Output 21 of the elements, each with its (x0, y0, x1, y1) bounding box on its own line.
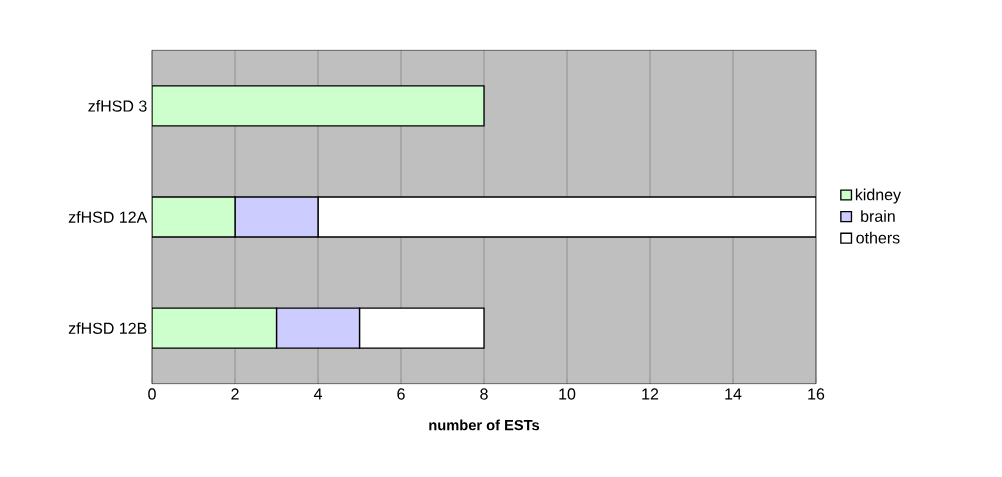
x-tick-label: 12 (642, 388, 659, 400)
x-tick-label: 8 (480, 388, 488, 400)
bar (152, 196, 236, 238)
y-tick-label: zfHSD 12A (68, 211, 148, 223)
x-tick-label: 14 (725, 388, 742, 400)
x-tick-label: 4 (313, 388, 322, 400)
x-tick-label: 0 (148, 388, 156, 400)
x-axis-title: number of ESTs (429, 419, 540, 431)
bar (317, 196, 816, 238)
bar (152, 85, 485, 127)
x-tick-label: 6 (397, 388, 405, 400)
legend-label: kidney (855, 188, 902, 204)
bar (152, 307, 278, 349)
y-tick-label: zfHSD 12B (68, 322, 147, 334)
x-tick-label: 10 (559, 388, 576, 400)
bar (358, 307, 485, 349)
x-tick-label: 16 (808, 388, 825, 400)
legend-label: others (856, 231, 900, 244)
y-tick-label: zfHSD 3 (88, 100, 147, 112)
x-tick-label: 2 (231, 388, 239, 400)
legend-label: brain (861, 210, 895, 222)
